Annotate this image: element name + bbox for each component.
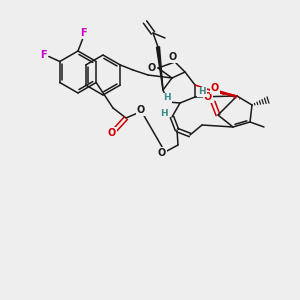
Text: F: F [40,50,47,61]
Text: O: O [204,92,212,102]
Text: H: H [160,110,168,118]
Text: O: O [158,148,166,158]
Text: O: O [108,128,116,138]
Text: H: H [198,88,206,97]
Polygon shape [210,88,237,96]
Text: O: O [211,83,219,93]
Text: O: O [137,105,145,115]
Text: H: H [163,94,171,103]
Polygon shape [157,47,163,90]
Text: O: O [148,63,156,73]
Text: O: O [169,52,177,62]
Text: F: F [80,28,86,38]
